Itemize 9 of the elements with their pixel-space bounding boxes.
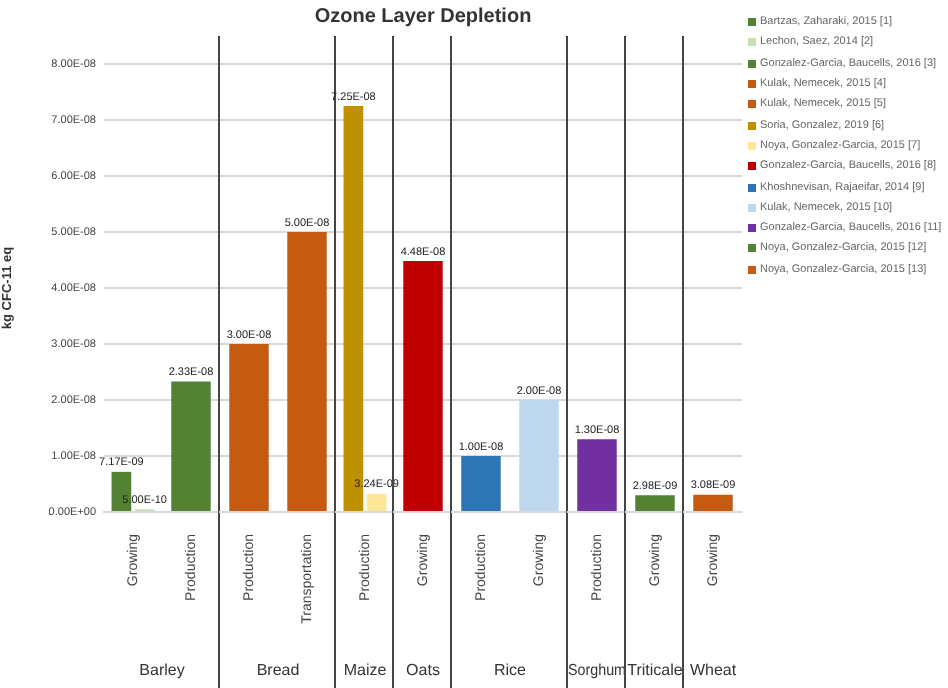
x-axis-title: Rice	[493, 660, 528, 679]
x-axis-title: Maize	[343, 660, 388, 679]
x-axis-title: Bread	[256, 660, 300, 679]
x-axis-title: Barley	[139, 660, 185, 679]
x-axis-title: Sorghum	[568, 660, 626, 680]
chart-title: Ozone Layer Depletion	[314, 4, 532, 32]
x-axis-title: Wheat	[689, 660, 738, 679]
x-axis-title: Oats	[406, 660, 440, 679]
x-axis-title: Triticale	[627, 660, 684, 679]
